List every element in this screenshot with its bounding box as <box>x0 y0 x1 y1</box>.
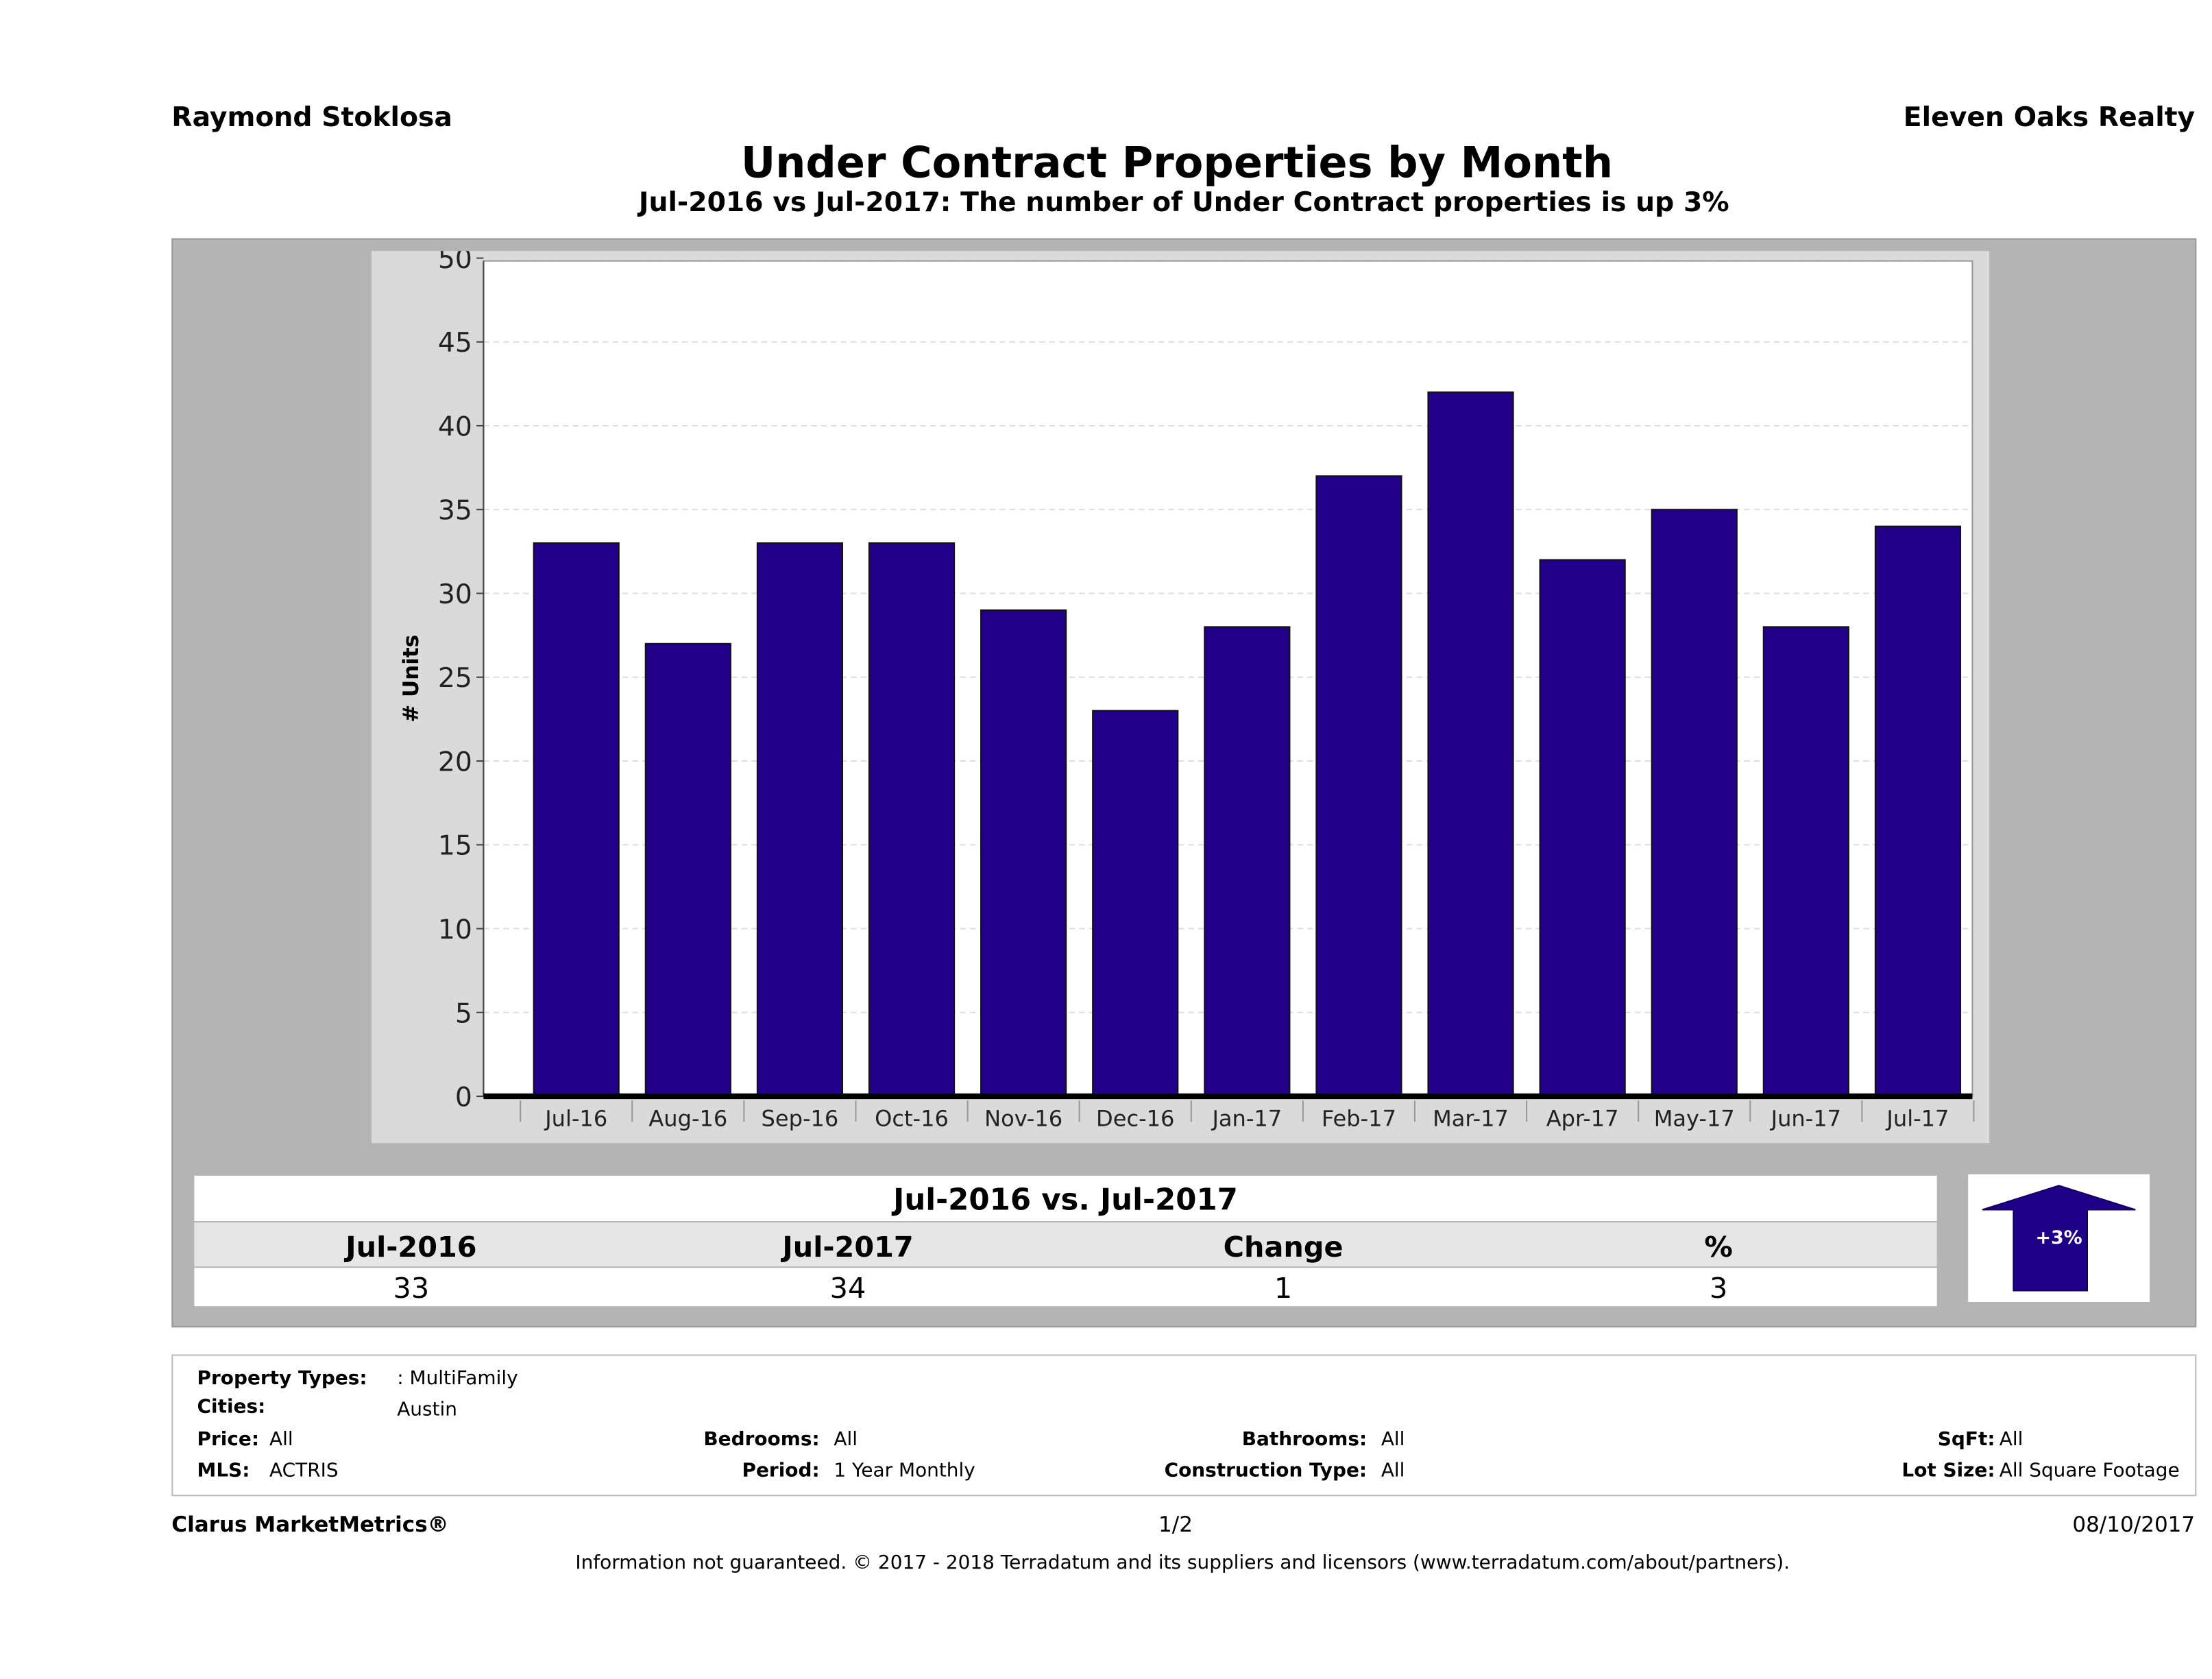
y-tick-label: 10 <box>438 915 472 945</box>
property-types-value: : MultiFamily <box>397 1367 518 1390</box>
bar-Dec-16 <box>1092 710 1179 1098</box>
bathrooms-value: All <box>1381 1428 1405 1451</box>
y-tick-label: 35 <box>438 496 472 527</box>
y-tick-label: 25 <box>438 663 472 694</box>
filter-summary: Property Types: : MultiFamily Cities: Au… <box>171 1354 2197 1497</box>
x-tick-label: Dec-16 <box>1096 1105 1174 1131</box>
change-badge-text: +3% <box>2035 1228 2082 1250</box>
x-tick-label: Feb-17 <box>1322 1105 1396 1131</box>
x-tick-label: Jul-16 <box>544 1105 607 1131</box>
header-change: Change <box>1223 1229 1344 1264</box>
x-tick-label: Apr-17 <box>1546 1105 1619 1131</box>
bar-chart: 0 5 10 15 20 25 30 35 40 45 50 Jul-16 Aug-16 Sep-16 Oc… <box>399 251 1975 1131</box>
footer-brand: Clarus MarketMetrics® <box>171 1512 449 1538</box>
bar-Sep-16 <box>756 542 844 1098</box>
x-tick-label: Sep-16 <box>762 1105 839 1131</box>
chart-title: Under Contract Properties by Month <box>740 138 1614 189</box>
lot-size-label: Lot Size: <box>1901 1459 1995 1482</box>
page-number: 1/2 <box>1158 1512 1193 1538</box>
x-tick-label: Mar-17 <box>1433 1105 1509 1131</box>
bathrooms-label: Bathrooms: <box>1241 1428 1368 1451</box>
x-tick-label: Jun-17 <box>1770 1105 1841 1131</box>
price-label: Price: <box>197 1428 260 1451</box>
x-tick-label: May-17 <box>1654 1105 1735 1131</box>
header-percent: % <box>1704 1229 1733 1264</box>
bar-Jun-17 <box>1762 626 1849 1098</box>
lot-size-value: All Square Footage <box>1999 1459 2180 1482</box>
cities-label: Cities: <box>197 1395 266 1418</box>
y-tick-label: 20 <box>438 747 472 777</box>
comparison-header-row: Jul-2016 Jul-2017 Change % <box>194 1222 1937 1267</box>
up-arrow-icon <box>1982 1185 2136 1292</box>
sqft-label: SqFt: <box>1937 1428 1995 1451</box>
x-tick-label: Jan-17 <box>1211 1105 1282 1131</box>
property-types-label: Property Types: <box>197 1367 367 1390</box>
y-tick-label: 40 <box>438 411 472 442</box>
comparison-title: Jul-2016 vs. Jul-2017 <box>194 1175 1937 1222</box>
bar-Jul-17 <box>1874 525 1962 1098</box>
change-badge: +3% <box>1968 1174 2150 1302</box>
bedrooms-value: All <box>834 1428 858 1451</box>
construction-label: Construction Type: <box>1164 1459 1368 1482</box>
bedrooms-label: Bedrooms: <box>703 1428 820 1451</box>
y-tick-label: 30 <box>438 579 472 610</box>
header-jul-2017: Jul-2017 <box>782 1229 914 1264</box>
bar-Apr-17 <box>1539 559 1626 1098</box>
y-tick-label: 5 <box>455 998 472 1029</box>
y-tick-label: 0 <box>455 1083 472 1113</box>
disclaimer: Information not guaranteed. © 2017 - 201… <box>575 1551 1790 1575</box>
y-tick-label: 50 <box>438 251 472 275</box>
bar-Feb-17 <box>1315 475 1402 1098</box>
period-label: Period: <box>742 1459 820 1482</box>
comparison-value-row: 33 34 1 3 <box>194 1268 1937 1307</box>
y-tick-label: 15 <box>438 831 472 862</box>
x-tick-label: Jul-17 <box>1885 1105 1949 1131</box>
mls-label: MLS: <box>197 1459 250 1482</box>
x-tick-label: Oct-16 <box>875 1105 949 1131</box>
bar-Aug-16 <box>644 642 731 1098</box>
bar-May-17 <box>1651 509 1738 1098</box>
report-date: 08/10/2017 <box>2072 1512 2196 1538</box>
y-axis-label: # Units <box>399 635 424 723</box>
brokerage-name: Eleven Oaks Realty <box>1903 101 2196 134</box>
price-value: All <box>269 1428 293 1451</box>
x-tick-label: Nov-16 <box>984 1105 1062 1131</box>
header-jul-2016: Jul-2016 <box>345 1229 477 1264</box>
x-tick-label: Aug-16 <box>648 1105 727 1131</box>
value-jul-2016: 33 <box>393 1270 430 1305</box>
bar-Nov-16 <box>980 609 1067 1098</box>
bar-Mar-17 <box>1427 391 1514 1098</box>
construction-value: All <box>1381 1459 1405 1482</box>
bar-Jul-16 <box>533 542 620 1098</box>
value-jul-2017: 34 <box>829 1270 866 1305</box>
bar-Oct-16 <box>868 542 956 1098</box>
mls-value: ACTRIS <box>269 1459 339 1482</box>
sqft-value: All <box>1999 1428 2023 1451</box>
agent-name: Raymond Stoklosa <box>171 101 452 134</box>
period-value: 1 Year Monthly <box>834 1459 975 1482</box>
chart-subtitle: Jul-2016 vs Jul-2017: The number of Unde… <box>638 187 1729 219</box>
bar-Jan-17 <box>1204 626 1291 1098</box>
value-percent: 3 <box>1709 1270 1728 1305</box>
y-tick-label: 45 <box>438 328 472 359</box>
cities-value: Austin <box>397 1398 457 1421</box>
value-change: 1 <box>1274 1270 1293 1305</box>
